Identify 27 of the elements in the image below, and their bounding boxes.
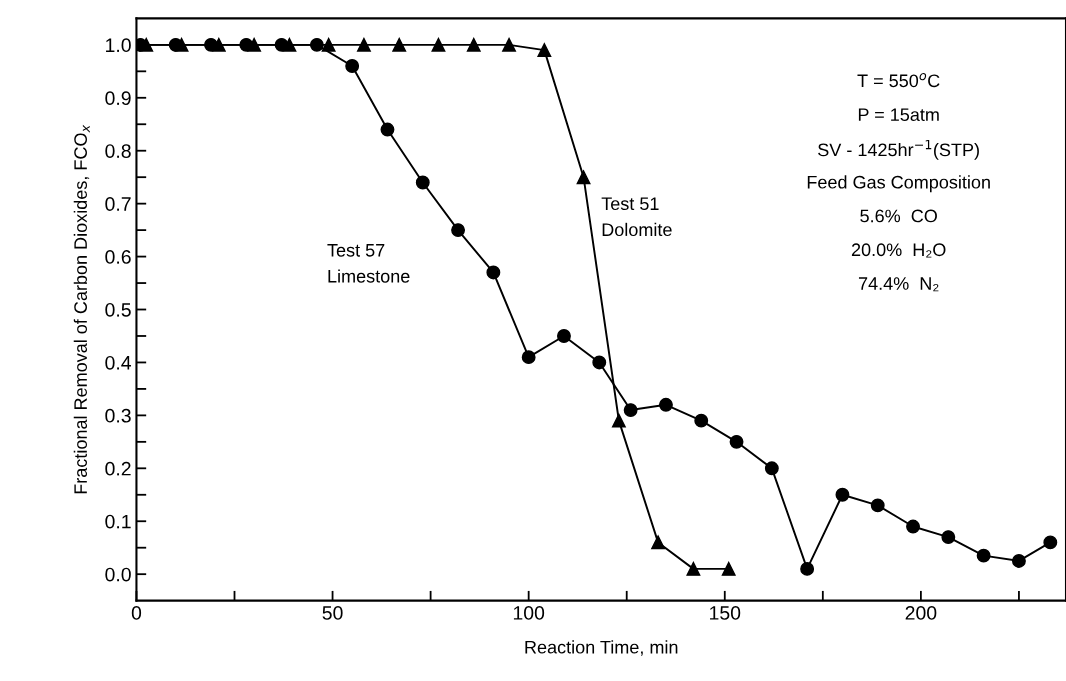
y-tick-label: 0.9 [105,91,131,106]
x-axis-title: Reaction Time, min [525,640,678,656]
y-tick-label: 0.4 [105,355,132,370]
y-tick-label: 0.6 [105,250,131,264]
y-tick-label: 0.8 [105,144,131,158]
y-tick-label: 1.0 [106,38,131,53]
y-tick-label: 0.5 [105,302,131,317]
x-tick-label: 150 [710,606,741,620]
annotation: Feed Gas Composition [807,175,990,193]
y-tick-label: 0.1 [105,514,131,529]
y-axis-title: Fractional Removal of Carbon Dioxides, FCO$_{x}$ [73,124,90,494]
annotation: P = 15atm [858,108,939,122]
annotation: T = 550$^{o}$C [857,73,940,88]
x-tick-label: 50 [322,606,343,620]
y-tick-label: 0.0 [105,567,131,582]
annotation: 20.0% H₂O [851,243,946,258]
x-tick-label: 100 [513,606,545,620]
x-tick-label: 200 [905,606,937,620]
y-tick-label: 0.2 [105,461,131,476]
y-tick-label: 0.3 [105,408,131,423]
annotation: 74.4% N₂ [858,277,939,292]
annotation: 5.6% CO [860,209,937,223]
annotation: SV - 1425hr$^{−1}$(STP) [818,139,979,160]
series-label: Test 51 Dolomite [601,197,672,237]
x-tick-label: 0 [131,606,142,620]
text: Test 57 Limestone [327,244,410,283]
y-tick-label: 0.7 [105,197,131,211]
